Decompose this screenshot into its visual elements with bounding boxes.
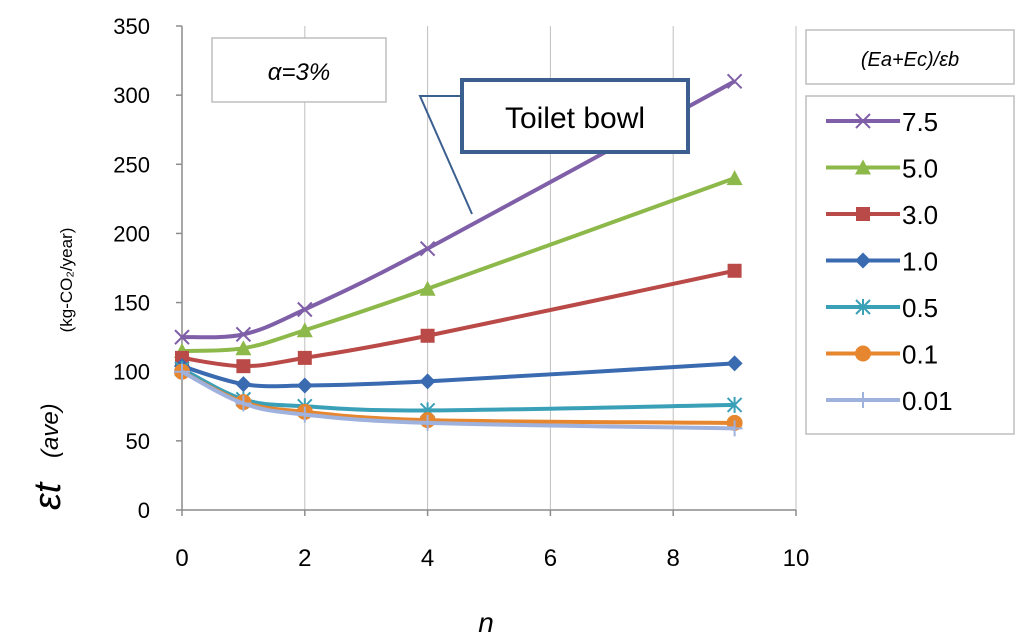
legend-item-3.0: 3.0 <box>826 200 938 230</box>
x-tick-labels: 0 2 4 6 8 10 <box>175 545 809 572</box>
legend-label-1.0: 1.0 <box>902 247 938 277</box>
data-point-7.5-4 <box>726 73 743 90</box>
legend-item-7.5: 7.5 <box>826 107 938 137</box>
legend-marker-7.5 <box>855 113 871 129</box>
series-line-3.0 <box>181 268 736 369</box>
series-3.0 <box>175 263 742 374</box>
data-point-0.01-2 <box>296 406 313 423</box>
x-axis-label: n <box>478 607 494 638</box>
data-point-1.0-3 <box>419 373 436 390</box>
y-tick-label-6: 300 <box>113 83 150 108</box>
legend-item-0.1: 0.1 <box>826 340 938 370</box>
legend: 7.5 5.0 3.0 1.0 0.5 0.1 0.01 <box>826 107 953 416</box>
y-tick-label-7: 350 <box>113 14 150 39</box>
legend-marker-1.0 <box>855 252 871 269</box>
data-point-3.0-0 <box>175 350 189 365</box>
legend-item-0.5: 0.5 <box>826 293 938 323</box>
data-point-0.01-4 <box>726 420 743 437</box>
data-point-3.0-2 <box>297 350 312 365</box>
legend-label-3.0: 3.0 <box>902 200 938 230</box>
legend-marker-0.5 <box>855 299 871 315</box>
chart-title: α=3% <box>268 59 330 86</box>
series-1.0 <box>174 355 743 394</box>
y-tick-label-3: 150 <box>113 291 150 316</box>
y-axis-sub: (ave) <box>37 403 64 458</box>
series-line-1.0 <box>181 361 735 389</box>
y-axis-label: εt (ave) <box>27 403 69 510</box>
legend-label-0.5: 0.5 <box>902 293 938 323</box>
data-point-5.0-2 <box>296 322 313 338</box>
data-point-7.5-1 <box>235 326 252 343</box>
data-point-7.5-0 <box>174 329 190 345</box>
series-0.01 <box>174 363 743 437</box>
data-point-0.01-3 <box>419 414 436 431</box>
y-tick-label-4: 200 <box>113 221 150 246</box>
legend-label-0.1: 0.1 <box>902 340 938 370</box>
legend-marker-3.0 <box>856 207 870 221</box>
data-point-0.01-0 <box>174 363 190 380</box>
annotation-box <box>460 78 690 154</box>
legend-item-0.01: 0.01 <box>826 386 953 416</box>
y-axis-symbol: εt <box>27 481 69 510</box>
data-point-7.5-2 <box>297 301 313 318</box>
legend-title-box <box>805 29 1015 85</box>
legend-marker-0.1 <box>855 345 871 362</box>
x-tick-label-1: 2 <box>298 545 311 572</box>
title-box <box>211 37 387 103</box>
data-point-1.0-1 <box>235 376 252 393</box>
legend-item-5.0: 5.0 <box>826 154 938 184</box>
y-tick-label-5: 250 <box>113 152 150 177</box>
data-point-3.0-4 <box>727 263 742 278</box>
data-point-0.01-1 <box>235 395 252 412</box>
annotation-pointer <box>418 95 473 215</box>
legend-label-5.0: 5.0 <box>902 154 938 184</box>
x-tick-label-5: 10 <box>783 545 810 572</box>
y-tick-labels: 0 50 100 150 200 250 300 350 <box>113 14 150 523</box>
series-0.1 <box>174 363 743 431</box>
data-point-1.0-2 <box>296 377 313 394</box>
axes <box>176 25 797 516</box>
x-tick-label-3: 6 <box>544 545 557 572</box>
data-point-0.5-4 <box>726 396 743 413</box>
data-point-7.5-3 <box>419 240 436 257</box>
data-point-3.0-1 <box>236 359 251 374</box>
legend-label-0.01: 0.01 <box>902 386 953 416</box>
data-point-5.0-3 <box>419 280 436 296</box>
data-point-1.0-4 <box>726 355 743 372</box>
series-line-0.01 <box>181 369 735 431</box>
data-point-5.0-1 <box>235 340 252 356</box>
series-line-5.0 <box>181 176 736 353</box>
legend-label-7.5: 7.5 <box>902 107 938 137</box>
x-tick-label-4: 8 <box>667 545 680 572</box>
data-point-5.0-4 <box>726 170 743 186</box>
y-tick-label-1: 50 <box>126 429 150 454</box>
legend-title: (Ea+Ec)/εb <box>861 49 959 71</box>
legend-marker-5.0 <box>855 159 871 175</box>
legend-item-1.0: 1.0 <box>826 247 938 277</box>
y-tick-label-0: 0 <box>138 498 150 523</box>
legend-box <box>805 95 1015 435</box>
y-tick-label-2: 100 <box>113 360 150 385</box>
data-point-3.0-3 <box>420 328 435 343</box>
x-tick-label-0: 0 <box>175 545 188 572</box>
x-tick-label-2: 4 <box>421 545 434 572</box>
annotation-label: Toilet bowl <box>505 102 645 135</box>
series-line-0.5 <box>181 367 735 413</box>
y-axis-unit: (kg-CO₂/year) <box>57 228 76 333</box>
legend-marker-0.01 <box>855 392 871 408</box>
